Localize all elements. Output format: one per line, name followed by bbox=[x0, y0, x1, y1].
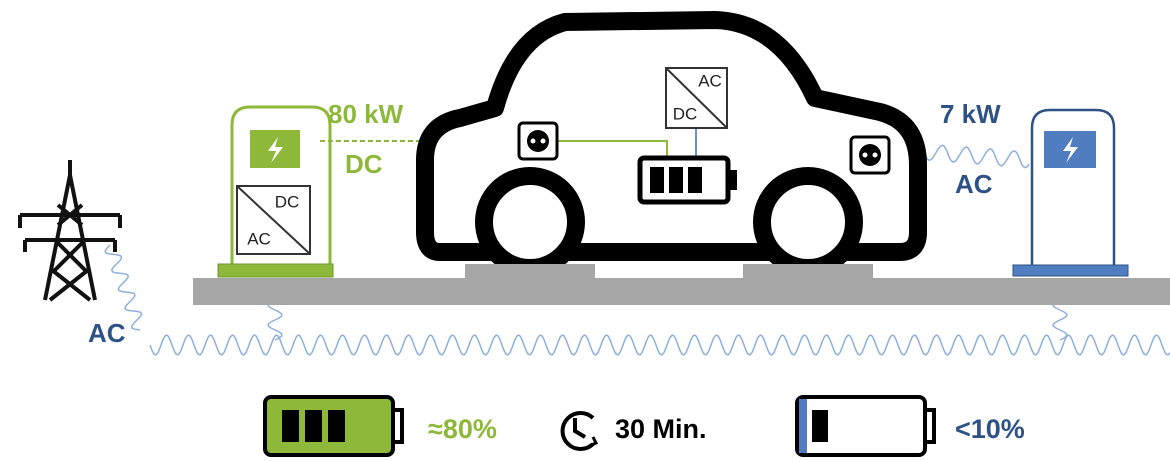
dc-current: DC bbox=[345, 149, 383, 179]
power-tower bbox=[18, 160, 122, 302]
ac-current: AC bbox=[955, 169, 993, 199]
full-battery bbox=[263, 395, 404, 457]
ground bbox=[193, 278, 1170, 305]
ac-result: <10% bbox=[955, 414, 1025, 444]
car bbox=[416, 11, 927, 284]
dc-result: ≈80% bbox=[428, 414, 497, 444]
converter-label: AC bbox=[698, 71, 722, 90]
ac-charger bbox=[1012, 108, 1129, 277]
empty-battery bbox=[795, 395, 936, 457]
dc-charger bbox=[217, 105, 334, 278]
converter-label: DC bbox=[673, 104, 698, 123]
dc-power: 80 kW bbox=[328, 99, 404, 129]
grid-current: AC bbox=[88, 318, 126, 348]
converter-label: AC bbox=[247, 229, 271, 248]
wave bbox=[104, 244, 143, 331]
wave bbox=[149, 334, 1170, 356]
ac-power: 7 kW bbox=[940, 99, 1001, 129]
charge-time: 30 Min. bbox=[615, 414, 707, 444]
clock-icon bbox=[560, 411, 599, 451]
converter-label: DC bbox=[275, 192, 300, 211]
